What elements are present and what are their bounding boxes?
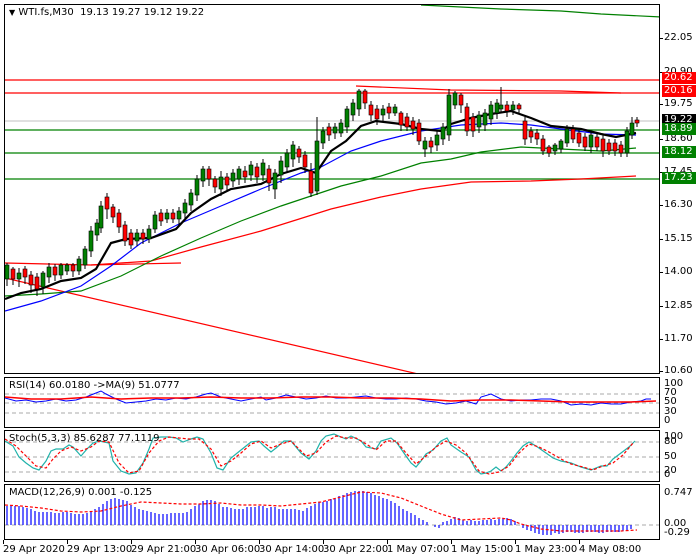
symbol-label: WTI.fs,M30 [18, 7, 74, 18]
rsi-line [5, 390, 651, 406]
macd-axis: 0.747 0.00 -0.29 [660, 484, 700, 540]
stoch-tick: 0 [664, 469, 671, 480]
candles [5, 87, 640, 296]
price-axis[interactable]: 22.05 20.90 19.75 18.60 17.45 16.30 15.1… [660, 4, 700, 376]
ma-slow-green [5, 146, 637, 297]
rsi-plot [5, 390, 659, 414]
price-tick: 19.75 [660, 98, 693, 109]
macd-tick: 0.747 [664, 487, 693, 498]
stoch-main-line [5, 433, 636, 475]
trendline-red-top [355, 85, 622, 94]
time-tick: 29 Apr 13:00 [67, 540, 133, 555]
time-tick: 1 May 07:00 [387, 540, 450, 555]
ohlc-values: 19.13 19.27 19.12 19.22 [80, 7, 205, 18]
level-label-17-23: 17.23 [662, 172, 696, 184]
price-tick: 10.60 [660, 365, 693, 376]
macd-label: MACD(12,26,9) 0.001 -0.125 [9, 487, 153, 498]
macd-panel[interactable]: MACD(12,26,9) 0.001 -0.125 [4, 484, 660, 540]
price-tick: 14.00 [660, 266, 693, 277]
rsi-tick: 30 [664, 406, 677, 417]
price-plot [5, 5, 659, 373]
macd-plot [5, 491, 659, 535]
stoch-label: Stoch(5,3,3) 85.6287 77.1119 [9, 433, 160, 444]
time-tick: 1 May 15:00 [451, 540, 514, 555]
price-tick: 16.30 [660, 199, 693, 210]
price-tick: 15.15 [660, 233, 693, 244]
time-tick: 29 Apr 2020 [3, 540, 65, 555]
stochastic-panel[interactable]: Stoch(5,3,3) 85.6287 77.1119 [4, 430, 660, 482]
level-label-20-16: 20.16 [662, 85, 696, 97]
macd-tick: 0.00 [664, 518, 687, 529]
rsi-label: RSI(14) 60.0180 ->MA(9) 51.0777 [9, 380, 180, 391]
macd-tick: -0.29 [664, 527, 690, 538]
macd-signal-line [5, 491, 638, 532]
price-tick: 20.90 [660, 67, 693, 77]
trendline-red-down [5, 277, 417, 373]
ma-fast-black [5, 109, 637, 301]
price-tick: 11.70 [660, 333, 693, 344]
price-tick: 17.45 [660, 167, 693, 177]
stoch-tick: 100 [664, 431, 684, 442]
price-tick: 12.85 [660, 300, 693, 311]
macd-histogram [6, 491, 632, 535]
rsi-ma-line [5, 396, 657, 403]
time-tick: 29 Apr 21:00 [131, 540, 197, 555]
stoch-tick: 50 [664, 451, 677, 462]
rsi-tick: 50 [664, 396, 677, 407]
main-chart-panel[interactable]: ▼ WTI.fs,M30 19.13 19.27 19.12 19.22 [4, 4, 660, 374]
level-label-20-62: 20.62 [662, 72, 696, 84]
price-tick: 22.05 [660, 32, 693, 43]
trendline-green [420, 5, 659, 18]
time-tick: 30 Apr 22:00 [323, 540, 389, 555]
rsi-tick: 0 [664, 415, 671, 426]
stoch-axis: 100 80 50 20 0 [660, 430, 700, 482]
level-label-18-12: 18.12 [662, 146, 696, 158]
time-tick: 1 May 23:00 [515, 540, 578, 555]
collapse-triangle-icon[interactable]: ▼ [9, 8, 16, 17]
time-tick: 30 Apr 06:00 [195, 540, 261, 555]
rsi-axis: 100 70 50 30 0 [660, 377, 700, 428]
price-tick: 18.60 [660, 133, 693, 144]
level-label-18-89: 18.89 [662, 123, 696, 135]
stoch-tick: 80 [664, 436, 677, 447]
stoch-tick: 20 [664, 465, 677, 476]
chart-title: ▼ WTI.fs,M30 19.13 19.27 19.12 19.22 [9, 7, 204, 18]
rsi-panel[interactable]: RSI(14) 60.0180 ->MA(9) 51.0777 [4, 377, 660, 428]
time-tick: 4 May 08:00 [579, 540, 642, 555]
ma-long-red [90, 175, 637, 266]
rsi-tick: 70 [664, 387, 677, 398]
time-axis[interactable]: 29 Apr 2020 29 Apr 13:00 29 Apr 21:00 30… [0, 540, 700, 560]
time-tick: 30 Apr 14:00 [259, 540, 325, 555]
rsi-tick: 100 [664, 378, 684, 389]
stoch-plot [5, 433, 659, 475]
